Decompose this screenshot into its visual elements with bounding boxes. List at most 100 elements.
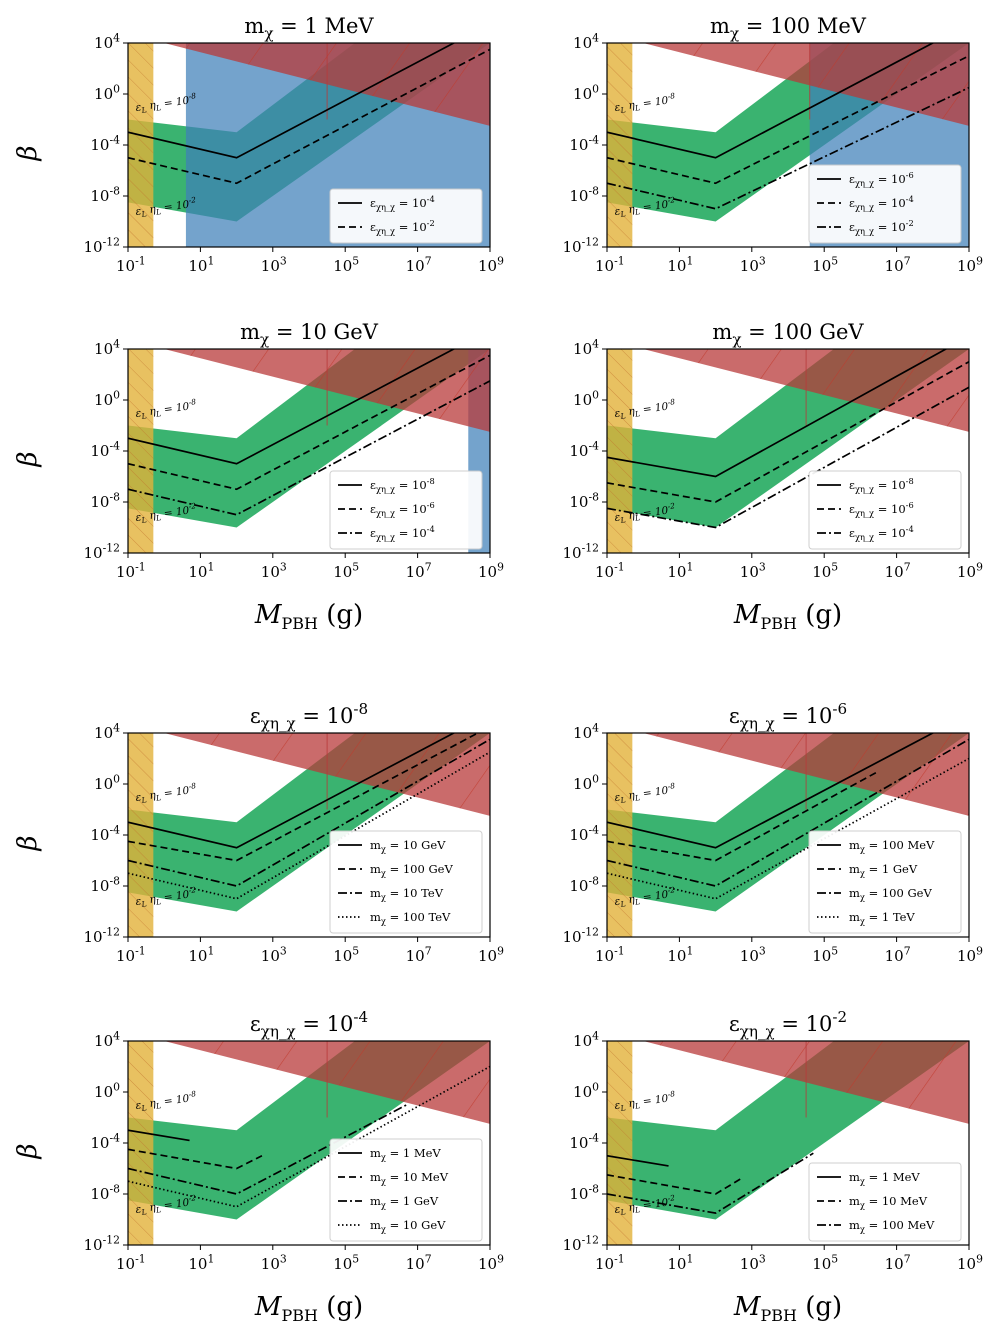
band-label-upper: εL​ ηL​ = 10-8​ [134,91,197,115]
x-tick-label: 109​ [957,255,983,275]
band-label-lower: εL​ ηL​ = 10-2​ [134,885,197,909]
panel-title: mχ​ = 100 GeV [712,320,864,348]
x-tick-label: 107​ [885,561,911,581]
legend-entry: εχη_χ​ = 10-4​ [370,194,435,213]
red-hatch [164,349,490,432]
gold-strip-hatch [607,43,633,247]
panel-title: mχ​ = 10 GeV [240,320,379,348]
x-tick-label: 107​ [406,945,432,965]
x-tick-label: 105​ [812,1253,838,1273]
x-tick-label: 10-1​ [116,945,146,965]
legend-entry: mχ​ = 10 MeV [370,1170,449,1186]
x-tick-label: 109​ [957,945,983,965]
series-line-2 [607,361,969,503]
x-tick-label: 107​ [406,1253,432,1273]
legend-entry: εχη_χ​ = 10-4​ [849,194,914,213]
legend-entry: εχη_χ​ = 10-4​ [849,524,914,543]
band-label-lower: εL​ ηL​ = 10-2​ [613,1193,676,1217]
series-line-1 [128,43,456,159]
series-line-2 [607,770,879,862]
y-axis-label: β [13,145,43,161]
x-tick-label: 101​ [188,561,214,581]
plot-area [128,349,490,553]
panel-1: εL​ ηL​ = 10-8​εL​ ηL​ = 10-2​10-1​101​1… [13,14,504,275]
legend-box [808,164,962,244]
y-tick-label: 100​ [94,83,120,103]
y-tick-label: 10-4​ [569,1132,599,1152]
x-tick-label: 101​ [667,255,693,275]
series-line-4 [128,751,490,900]
x-tick-label: 105​ [333,561,359,581]
series-line-1 [607,733,935,849]
x-tick-label: 105​ [333,945,359,965]
y-tick-label: 104​ [94,32,120,52]
panel-2: εL​ ηL​ = 10-8​εL​ ηL​ = 10-2​10-1​101​1… [563,14,984,275]
legend-entry: mχ​ = 1 GeV [370,1194,439,1210]
band-label-lower: εL​ ηL​ = 10-2​ [613,885,676,909]
y-tick-label: 104​ [94,722,120,742]
panel-title: εχη_χ​ = 10-4​ [250,1008,368,1040]
legend-box [329,1138,483,1242]
y-tick-label: 100​ [94,1081,120,1101]
x-tick-label: 107​ [885,945,911,965]
band-label-upper: εL​ ηL​ = 10-8​ [134,1089,197,1113]
x-tick-label: 10-1​ [595,255,625,275]
series-line-4 [128,1065,490,1208]
legend-entry: mχ​ = 1 GeV [849,862,918,878]
x-tick-label: 109​ [478,945,504,965]
series-line-2 [128,1148,263,1170]
x-tick-label: 103​ [740,561,766,581]
y-tick-label: 104​ [573,338,599,358]
plot-area [607,733,969,937]
y-tick-label: 10-12​ [84,926,120,946]
legend-entry: mχ​ = 100 GeV [849,886,932,902]
y-tick-label: 10-8​ [569,491,599,511]
x-tick-label: 109​ [957,1253,983,1273]
legend-entry: mχ​ = 1 MeV [370,1146,441,1162]
x-tick-label: 109​ [478,1253,504,1273]
x-tick-label: 101​ [667,1253,693,1273]
panel-7: εL​ ηL​ = 10-8​εL​ ηL​ = 10-2​10-1​101​1… [13,1008,504,1325]
legend-box [329,830,483,934]
y-tick-label: 10-8​ [90,1183,120,1203]
y-tick-label: 100​ [94,389,120,409]
red-hatch [164,43,490,126]
y-tick-label: 104​ [573,722,599,742]
x-tick-label: 107​ [406,561,432,581]
plot-area [607,349,969,553]
series-line-2 [128,354,490,491]
y-tick-label: 10-4​ [569,134,599,154]
plot-area [128,733,490,937]
y-tick-label: 10-8​ [90,875,120,895]
x-tick-label: 103​ [261,255,287,275]
legend-entry: mχ​ = 10 MeV [849,1194,928,1210]
x-tick-label: 107​ [885,255,911,275]
red-hatch [643,733,969,816]
series-line-1 [607,1154,669,1167]
x-tick-label: 107​ [406,255,432,275]
legend-entry: mχ​ = 100 GeV [370,862,453,878]
red-hatch [164,1041,490,1124]
y-tick-label: 10-8​ [90,491,120,511]
legend-box [808,1162,962,1242]
band-label-lower: εL​ ηL​ = 10-2​ [613,501,676,525]
x-tick-label: 101​ [188,255,214,275]
legend-box [808,830,962,934]
legend-entry: εχη_χ​ = 10-6​ [370,500,435,519]
series-line-1 [128,349,456,465]
band-label-upper: εL​ ηL​ = 10-8​ [613,1089,676,1113]
gold-strip-hatch [128,43,154,247]
y-tick-label: 104​ [94,338,120,358]
series-line-1 [607,349,948,478]
x-tick-label: 103​ [261,945,287,965]
x-tick-label: 101​ [188,1253,214,1273]
y-tick-label: 10-8​ [569,875,599,895]
series-line-2 [607,1174,742,1195]
x-tick-label: 10-1​ [116,255,146,275]
legend-entry: mχ​ = 100 MeV [849,1218,935,1234]
gold-strip-hatch [128,349,154,553]
y-tick-label: 10-12​ [563,542,599,562]
legend-entry: εχη_χ​ = 10-2​ [370,218,435,237]
legend-entry: εχη_χ​ = 10-6​ [849,500,914,519]
